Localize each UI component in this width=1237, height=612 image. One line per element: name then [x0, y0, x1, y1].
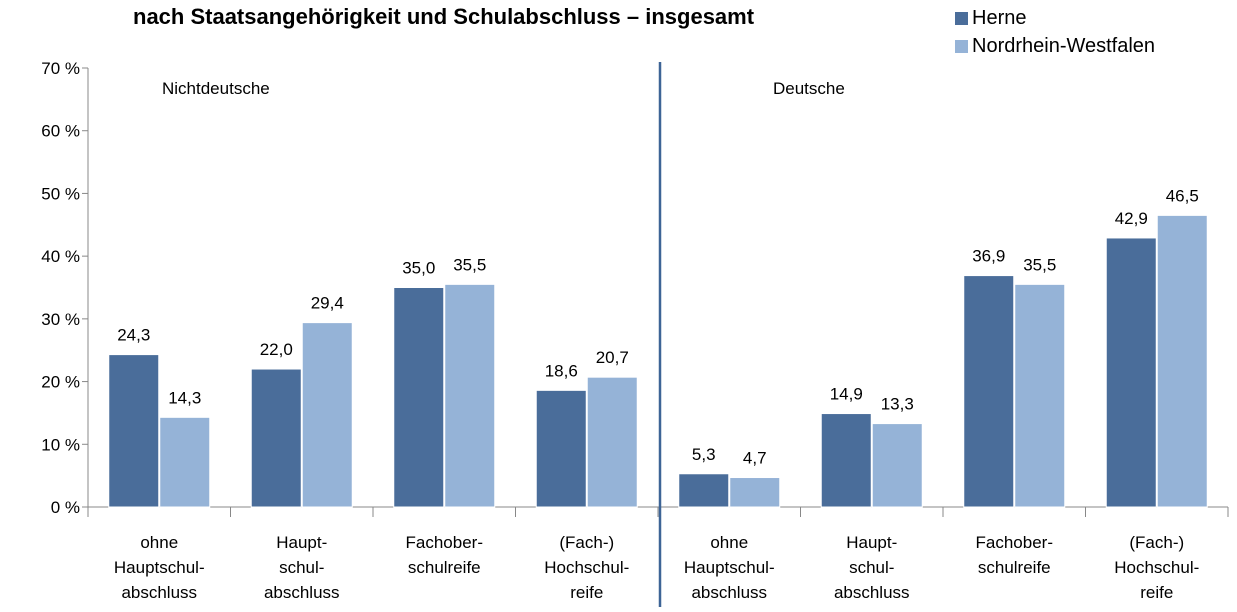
x-tick-label-line: schul- — [279, 558, 324, 577]
x-tick-label-line: Haupt- — [846, 533, 897, 552]
bar — [159, 416, 211, 508]
x-tick-label: ohne Hauptschul-abschluss — [684, 533, 775, 602]
x-tick-label-line: schulreife — [978, 558, 1051, 577]
bar — [108, 354, 160, 508]
y-tick-label: 40 % — [41, 247, 80, 266]
x-tick-label-line: Fachober- — [406, 533, 483, 552]
value-label: 22,0 — [260, 340, 293, 359]
bar — [250, 368, 302, 508]
x-tick-label-line: abschluss — [834, 583, 910, 602]
y-tick-label: 30 % — [41, 310, 80, 329]
x-tick-label-line: Haupt- — [276, 533, 327, 552]
value-label: 4,7 — [743, 449, 767, 468]
x-tick-label-line: ohne — [140, 533, 178, 552]
legend-label: Herne — [972, 7, 1026, 29]
y-tick-label: 70 % — [41, 59, 80, 78]
x-tick-label-line: Hochschul- — [544, 558, 629, 577]
value-label: 13,3 — [881, 395, 914, 414]
value-label: 35,5 — [453, 255, 486, 274]
value-label: 36,9 — [972, 247, 1005, 266]
value-label: 24,3 — [117, 326, 150, 345]
bar — [1014, 283, 1066, 508]
x-tick-label: Haupt-schul-abschluss — [834, 533, 910, 602]
x-tick-label-line: Hauptschul- — [684, 558, 775, 577]
value-label: 18,6 — [545, 361, 578, 380]
x-tick-label-line: abschluss — [264, 583, 340, 602]
x-tick-label-line: abschluss — [691, 583, 767, 602]
bar — [729, 477, 781, 508]
x-tick-label-line: Hochschul- — [1114, 558, 1199, 577]
legend-swatch — [955, 40, 968, 53]
x-tick-label-line: reife — [1140, 583, 1173, 602]
bar — [1105, 237, 1157, 508]
value-label: 35,5 — [1023, 255, 1056, 274]
value-label: 29,4 — [311, 294, 344, 313]
value-label: 14,3 — [168, 388, 201, 407]
value-label: 20,7 — [596, 348, 629, 367]
x-tick-label-line: schulreife — [408, 558, 481, 577]
x-tick-label-line: schul- — [849, 558, 894, 577]
legend-label: Nordrhein-Westfalen — [972, 35, 1155, 57]
x-tick-label-line: ohne — [710, 533, 748, 552]
x-tick-label-line: (Fach-) — [1129, 533, 1184, 552]
x-tick-label-line: abschluss — [121, 583, 197, 602]
bar — [871, 423, 923, 508]
y-tick-label: 20 % — [41, 373, 80, 392]
x-tick-label: Fachober-schulreife — [406, 533, 483, 577]
bar — [444, 283, 496, 508]
y-tick-label: 0 % — [51, 498, 80, 517]
bar — [535, 389, 587, 508]
bar — [1156, 214, 1208, 508]
x-tick-label-line: (Fach-) — [559, 533, 614, 552]
x-tick-label-line: Hauptschul- — [114, 558, 205, 577]
x-tick-label: ohne Hauptschul-abschluss — [114, 533, 205, 602]
group-label: Nichtdeutsche — [162, 79, 270, 98]
x-tick-label: (Fach-) Hochschul-reife — [1114, 533, 1199, 602]
value-label: 35,0 — [402, 259, 435, 278]
bar — [393, 287, 445, 508]
group-label: Deutsche — [773, 79, 845, 98]
bar — [301, 322, 353, 508]
y-tick-label: 60 % — [41, 122, 80, 141]
x-tick-label-line: reife — [570, 583, 603, 602]
x-tick-label-line: Fachober- — [976, 533, 1053, 552]
x-tick-label: Fachober-schulreife — [976, 533, 1053, 577]
y-tick-label: 10 % — [41, 435, 80, 454]
x-tick-label: (Fach-) Hochschul-reife — [544, 533, 629, 602]
bar — [820, 413, 872, 508]
bar — [586, 376, 638, 508]
value-label: 5,3 — [692, 445, 716, 464]
x-tick-label: Haupt-schul-abschluss — [264, 533, 340, 602]
y-tick-label: 50 % — [41, 184, 80, 203]
legend-swatch — [955, 12, 968, 25]
value-label: 14,9 — [830, 385, 863, 404]
value-label: 46,5 — [1166, 186, 1199, 205]
bar — [678, 473, 730, 508]
value-label: 42,9 — [1115, 209, 1148, 228]
chart-title: nach Staatsangehörigkeit und Schulabschl… — [133, 4, 755, 29]
bar — [963, 275, 1015, 508]
